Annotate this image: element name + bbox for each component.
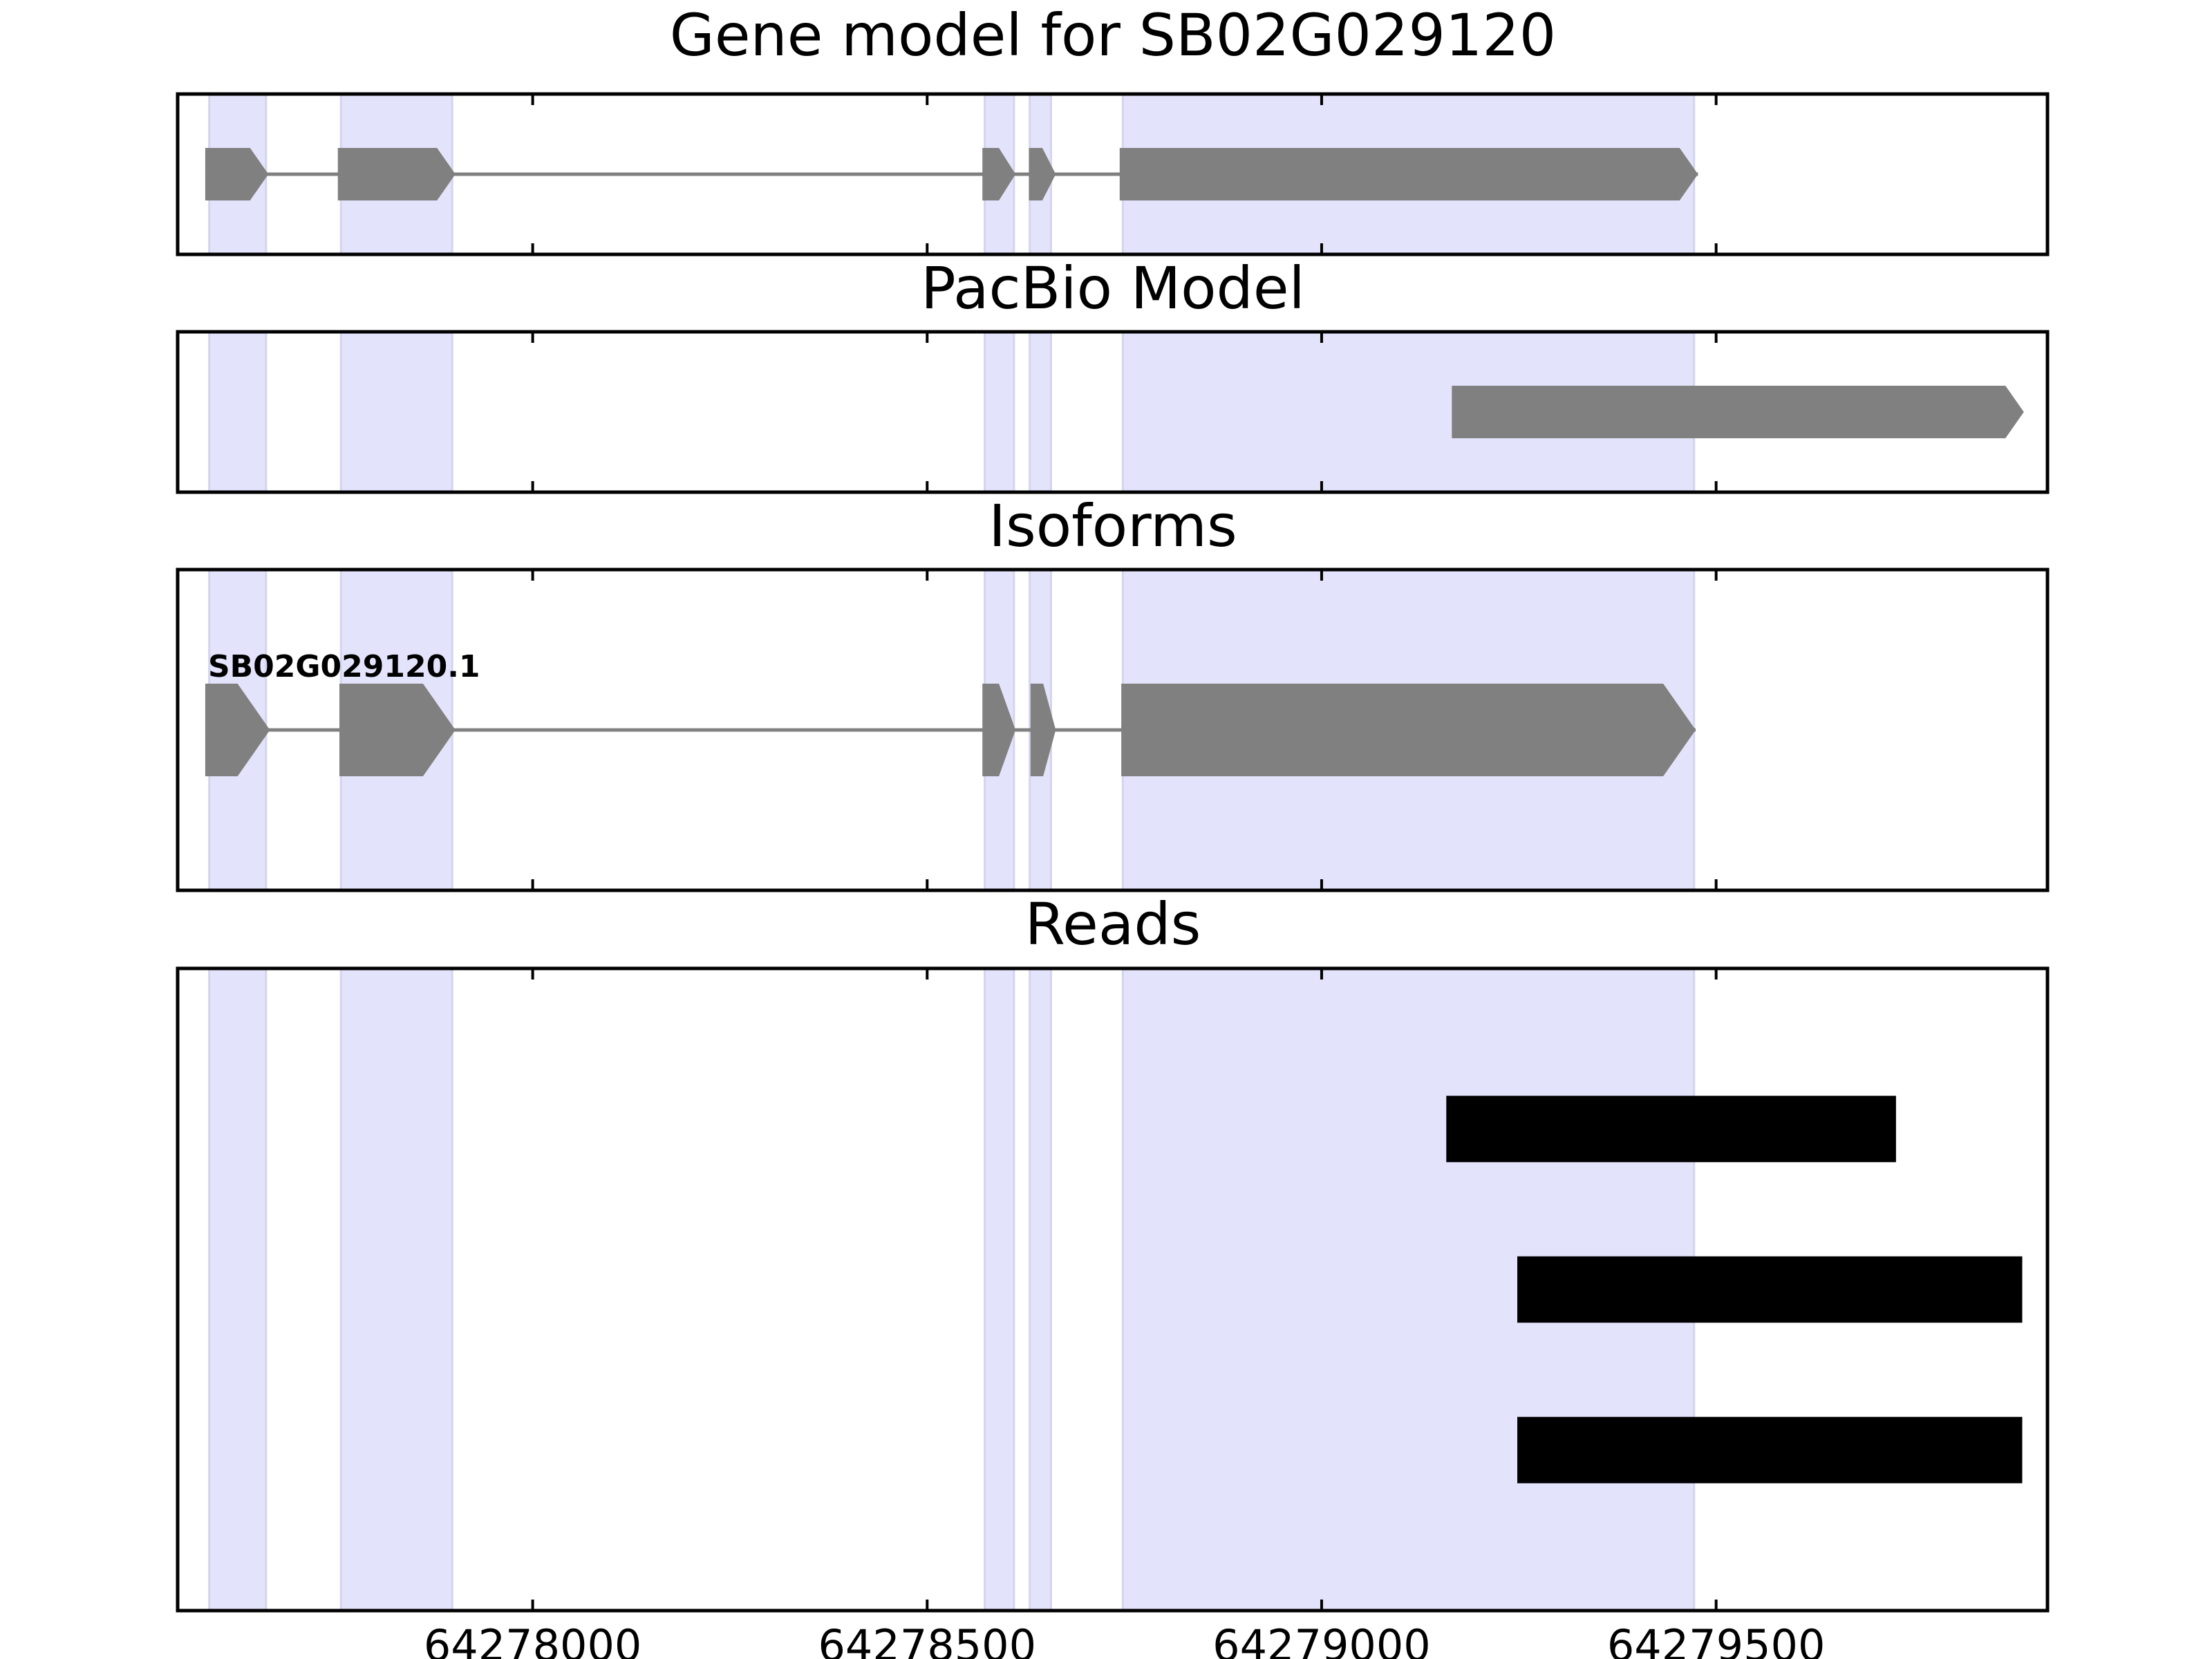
exon [1030, 684, 1056, 776]
x-tick-label: 64278000 [424, 1620, 642, 1659]
highlight-region [1029, 968, 1052, 1611]
panel-pacbio-model: PacBio Model [176, 254, 2050, 494]
panel-frame [176, 568, 2050, 892]
highlight-region [208, 968, 268, 1611]
plot-area [208, 332, 2024, 492]
highlight-region [208, 332, 268, 492]
exon [339, 684, 456, 776]
read-bar [1517, 1256, 2023, 1323]
exon [205, 148, 269, 200]
read-bar [1446, 1096, 1896, 1163]
x-tick-label: 64279500 [1607, 1620, 1826, 1659]
panel-frame [176, 966, 2050, 1613]
highlight-region [1029, 332, 1052, 492]
panel-gene-model: Gene model for SB02G029120 [176, 1, 2050, 256]
highlight-region [984, 332, 1015, 492]
isoform-label: SB02G029120.1 [208, 649, 480, 684]
exon [982, 148, 1016, 200]
exon [205, 684, 270, 776]
exon [1119, 148, 1698, 200]
panel-isoforms: Isoforms SB02G029120.1 [176, 492, 2050, 892]
exon [982, 684, 1016, 776]
panel-title: Reads [1025, 890, 1201, 958]
panel-frame [176, 330, 2050, 494]
exon [1452, 386, 2024, 438]
exon [337, 148, 456, 200]
panel-title: Gene model for SB02G029120 [670, 1, 1556, 69]
exon [1121, 684, 1696, 776]
exon [1029, 148, 1056, 200]
x-tick-label: 64279000 [1212, 1620, 1431, 1659]
panel-title: PacBio Model [921, 254, 1305, 322]
highlight-region [339, 332, 453, 492]
highlight-region [339, 968, 453, 1611]
plot-area [208, 968, 2023, 1611]
x-tick-label: 64278500 [818, 1620, 1036, 1659]
panel-reads: Reads 64278000 64278500 64279000 64279500 [176, 890, 2050, 1659]
read-bar [1517, 1416, 2023, 1483]
plot-area [205, 570, 1696, 890]
panel-title: Isoforms [988, 492, 1237, 560]
highlight-region [984, 968, 1015, 1611]
plot-area [205, 94, 1698, 254]
panel-frame [176, 92, 2050, 256]
